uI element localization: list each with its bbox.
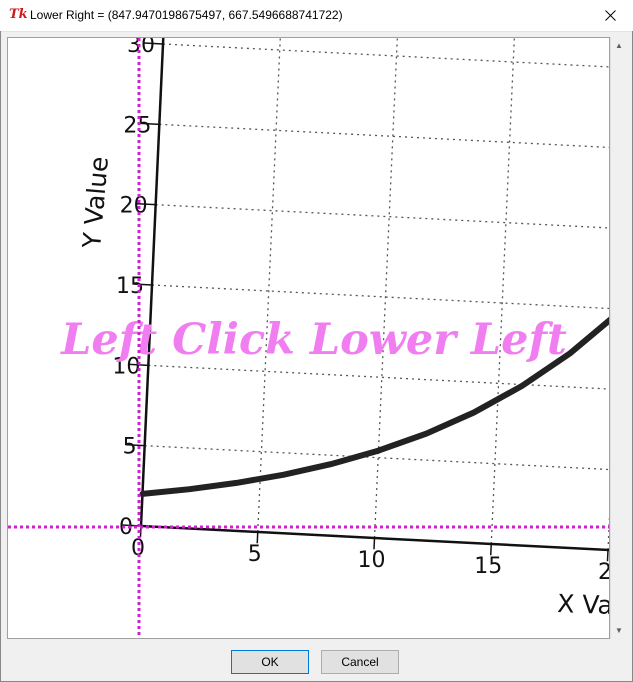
x-tick-mark xyxy=(373,537,376,550)
y-tick-label: 30 xyxy=(127,38,155,58)
x-tick-mark xyxy=(606,549,609,562)
data-curve xyxy=(139,316,609,497)
y-tick-mark xyxy=(136,202,156,206)
y-tick-label: 10 xyxy=(112,354,140,379)
title-bar: Tk Lower Right = (847.9470198675497, 667… xyxy=(0,0,633,32)
grid-line-vertical xyxy=(257,38,281,533)
x-tick-mark xyxy=(256,531,259,544)
instruction-overlay: Left Click Lower Left xyxy=(59,315,567,365)
grid-lines xyxy=(144,38,609,551)
scroll-down-icon[interactable]: ▼ xyxy=(615,626,623,635)
x-axis-label: X Va xyxy=(557,589,610,620)
y-tick-label: 25 xyxy=(123,113,151,138)
cancel-button[interactable]: Cancel xyxy=(321,650,399,674)
ok-button[interactable]: OK xyxy=(231,650,309,674)
close-button[interactable] xyxy=(587,0,633,31)
y-axis-line xyxy=(139,38,165,527)
axes xyxy=(139,38,609,552)
x-tick-label: 15 xyxy=(474,554,502,579)
x-tick-label: 2 xyxy=(598,560,610,585)
y-tick-mark xyxy=(133,283,153,286)
x-tick-labels: 0510152 xyxy=(131,525,610,585)
x-tick-label: 5 xyxy=(248,542,262,567)
x-tick-mark xyxy=(489,543,492,556)
close-icon xyxy=(604,10,616,21)
y-tick-label: 20 xyxy=(120,194,148,219)
y-tick-mark xyxy=(140,122,160,126)
window-title: Lower Right = (847.9470198675497, 667.54… xyxy=(30,8,343,22)
grid-line-horizontal xyxy=(148,364,609,390)
vertical-scrollbar[interactable]: ▲ ▼ xyxy=(610,37,627,639)
y-tick-mark xyxy=(125,443,145,447)
tk-feather-icon: Tk xyxy=(9,7,28,22)
y-tick-label: 0 xyxy=(119,515,133,540)
grid-line-horizontal xyxy=(155,204,609,229)
grid-line-horizontal xyxy=(159,123,609,149)
y-tick-mark xyxy=(144,42,164,45)
y-tick-label: 5 xyxy=(123,435,137,460)
x-tick-label: 10 xyxy=(358,548,386,573)
y-axis-label: Y Value xyxy=(77,155,114,250)
grid-line-vertical xyxy=(490,38,515,545)
scroll-up-icon[interactable]: ▲ xyxy=(615,41,623,50)
grid-line-horizontal xyxy=(144,445,609,471)
grid-line-horizontal xyxy=(162,43,609,68)
grid-line-horizontal xyxy=(151,284,609,310)
x-axis-line xyxy=(140,524,609,552)
grid-line-vertical xyxy=(373,38,398,539)
